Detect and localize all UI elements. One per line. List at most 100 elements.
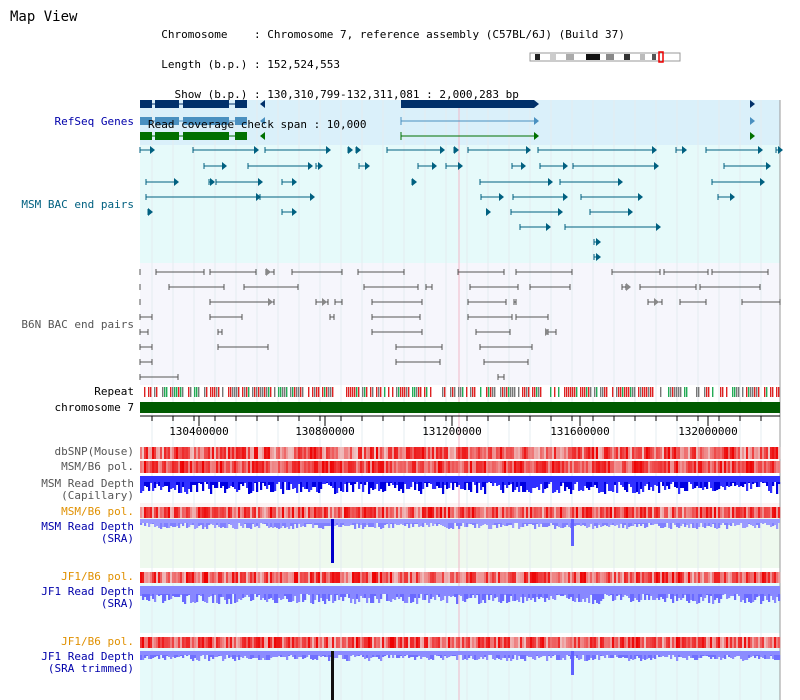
jf1-pol-trimmed-cell	[700, 637, 703, 648]
jf1-pol-trimmed-cell	[338, 637, 341, 648]
msm-depth-capillary-bar	[596, 482, 599, 488]
msm-depth-sra-bar	[276, 523, 279, 528]
jf1-pol-cell	[266, 572, 269, 583]
msm-pol-sra-cell	[482, 507, 485, 518]
jf1-b6-pol-trimmed-label[interactable]: JF1/B6 pol.	[61, 635, 134, 648]
msm-depth-sra-bar	[194, 523, 197, 529]
repeat-feature	[582, 387, 584, 397]
jf1-depth-bar	[766, 594, 769, 600]
msm-bac-label[interactable]: MSM BAC end pairs	[21, 198, 134, 211]
jf1-pol-trimmed-cell	[598, 637, 601, 648]
dbsnp-cell	[292, 447, 295, 459]
dbsnp-label[interactable]: dbSNP(Mouse)	[54, 445, 134, 458]
msm-pol-cell	[484, 461, 487, 473]
jf1-depth-bar	[652, 594, 655, 600]
msm-depth-sra-label[interactable]: MSM Read Depth	[41, 520, 134, 533]
jf1-trimmed-depth-bar	[324, 655, 327, 657]
msm-depth-sra-bar	[548, 523, 551, 526]
msm-depth-capillary-bar	[728, 482, 731, 487]
jf1-depth-trimmed-label[interactable]: JF1 Read Depth	[41, 650, 134, 663]
jf1-pol-trimmed-cell	[508, 637, 511, 648]
jf1-pol-cell	[194, 572, 197, 583]
msm-depth-capillary-bar	[190, 482, 193, 492]
msm-depth-capillary-bar	[666, 482, 669, 486]
jf1-pol-cell	[700, 572, 703, 583]
jf1-pol-cell	[548, 572, 551, 583]
jf1-pol-cell	[612, 572, 615, 583]
jf1-pol-cell	[482, 572, 485, 583]
repeat-feature	[416, 387, 418, 397]
dbsnp-cell	[382, 447, 385, 459]
msm-pol-sra-cell	[378, 507, 381, 518]
msm-pol-sra-cell	[162, 507, 165, 518]
ideogram-band	[652, 54, 656, 60]
msm-pol-sra-cell	[418, 507, 421, 518]
msm-depth-capillary-bar	[468, 482, 471, 490]
jf1-trimmed-depth-bar	[694, 655, 697, 660]
repeat-feature	[754, 387, 756, 397]
jf1-pol-trimmed-cell	[148, 637, 151, 648]
jf1-depth-bar	[546, 594, 549, 598]
jf1-depth-bar	[574, 594, 577, 602]
jf1-depth-bar	[716, 594, 719, 598]
msm-pol-cell	[454, 461, 457, 473]
msm-depth-sra-bar	[168, 523, 171, 528]
jf1-pol-cell	[666, 572, 669, 583]
repeat-feature	[228, 387, 230, 397]
msm-depth-sra-bar	[476, 523, 479, 524]
msm-pol-sra-cell	[630, 507, 633, 518]
jf1-pol-trimmed-cell	[432, 637, 435, 648]
jf1-trimmed-depth-bar	[470, 655, 473, 656]
msm-depth-sra-bar	[504, 523, 507, 526]
msm-depth-capillary-bar	[462, 482, 465, 489]
jf1-pol-trimmed-cell	[778, 637, 781, 648]
msm-depth-capillary-bar	[172, 482, 175, 488]
msm-depth-sra-bar	[304, 523, 307, 527]
jf1-pol-cell	[188, 572, 191, 583]
repeat-feature	[156, 387, 158, 397]
msm-pol-sra-cell	[442, 507, 445, 518]
jf1-trimmed-depth-bar	[474, 655, 477, 660]
msm-depth-capillary-label[interactable]: MSM Read Depth	[41, 477, 134, 490]
msm-depth-capillary-bar	[724, 482, 727, 490]
repeat-feature	[258, 387, 260, 397]
msm-depth-sra-bar	[658, 523, 661, 526]
jf1-trimmed-depth-bar	[536, 655, 539, 656]
jf1-depth-bar	[144, 594, 147, 597]
msm-pol-sra-cell	[552, 507, 555, 518]
msm-b6-pol-sra-label[interactable]: MSM/B6 pol.	[61, 505, 134, 518]
msm-depth-sra-bar	[610, 523, 613, 525]
repeat-label[interactable]: Repeat	[94, 385, 134, 398]
msm-pol-sra-cell	[446, 507, 449, 518]
jf1-pol-trimmed-cell	[178, 637, 181, 648]
jf1-pol-cell	[262, 572, 265, 583]
repeat-feature	[442, 387, 444, 397]
jf1-pol-cell	[394, 572, 397, 583]
msm-depth-capillary-bar	[680, 482, 683, 488]
dbsnp-cell	[526, 447, 529, 459]
msm-pol-cell	[188, 461, 191, 473]
repeat-feature	[678, 387, 680, 397]
jf1-depth-bar	[582, 594, 585, 599]
jf1-depth-label[interactable]: JF1 Read Depth	[41, 585, 134, 598]
jf1-trimmed-depth-bar	[550, 655, 553, 658]
msm-depth-sra-bar	[642, 523, 645, 524]
jf1-trimmed-depth-bar	[228, 655, 231, 658]
msm-depth-capillary-bar	[668, 482, 671, 489]
msm-pol-sra-cell	[500, 507, 503, 518]
jf1-trimmed-depth-bar	[610, 655, 613, 658]
msm-depth-sra-bar	[190, 523, 193, 525]
msm-b6-pol-label[interactable]: MSM/B6 pol.	[61, 460, 134, 473]
repeat-feature	[444, 387, 446, 397]
jf1-b6-pol-label[interactable]: JF1/B6 pol.	[61, 570, 134, 583]
refseq-genes-label[interactable]: RefSeq Genes	[54, 115, 134, 128]
jf1-trimmed-depth-bar	[462, 655, 465, 660]
jf1-pol-cell	[662, 572, 665, 583]
jf1-pol-trimmed-cell	[654, 637, 657, 648]
jf1-trimmed-depth-bar	[564, 655, 567, 660]
msm-depth-capillary-bar	[168, 482, 171, 492]
jf1-depth-bar	[348, 594, 351, 598]
jf1-depth-bar	[312, 594, 315, 604]
b6n-bac-label[interactable]: B6N BAC end pairs	[21, 318, 134, 331]
dbsnp-cell	[662, 447, 665, 459]
